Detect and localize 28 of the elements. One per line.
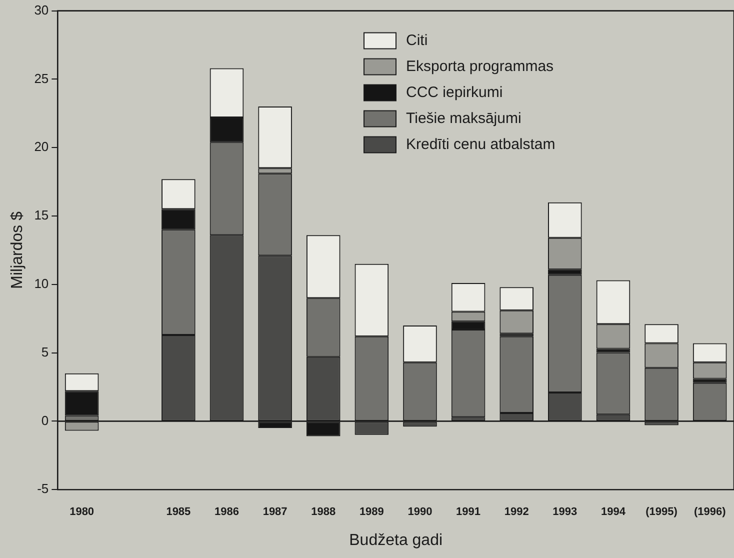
x-tick-label: (1995)	[646, 506, 678, 518]
y-tick-label: 0	[41, 412, 49, 428]
y-axis-title: Miljardos $	[9, 211, 26, 289]
legend-label: Citi	[406, 32, 428, 49]
x-tick-label: 1986	[214, 506, 239, 518]
legend-label: CCC iepirkumi	[406, 84, 503, 101]
y-tick-label: 30	[34, 2, 49, 18]
y-tick-label: 20	[34, 139, 49, 154]
y-tick-label: 15	[34, 208, 49, 223]
y-tick-label: -5	[37, 481, 49, 496]
x-tick-label: 1994	[600, 506, 626, 518]
x-tick-label: 1980	[70, 506, 94, 518]
x-axis-title: Budžeta gadi	[349, 532, 443, 549]
x-tick-label: 1985	[166, 506, 191, 518]
y-tick-label: 25	[34, 70, 49, 86]
x-tick-label: 1991	[456, 506, 481, 518]
legend-label: Tiešie maksājumi	[406, 110, 522, 127]
x-tick-label: 1993	[552, 506, 578, 518]
x-tick-label: (1996)	[694, 506, 726, 518]
y-tick-label: 10	[34, 276, 49, 291]
x-tick-label: 1992	[504, 506, 529, 518]
y-tick-label: 5	[41, 344, 49, 360]
legend-label: Eksporta programmas	[406, 58, 554, 75]
x-tick-label: 1990	[408, 506, 432, 518]
legend-label: Kredīti cenu atbalstam	[406, 136, 556, 153]
x-tick-label: 1989	[359, 506, 384, 518]
x-tick-label: 1988	[311, 506, 336, 518]
x-tick-label: 1987	[262, 506, 288, 518]
